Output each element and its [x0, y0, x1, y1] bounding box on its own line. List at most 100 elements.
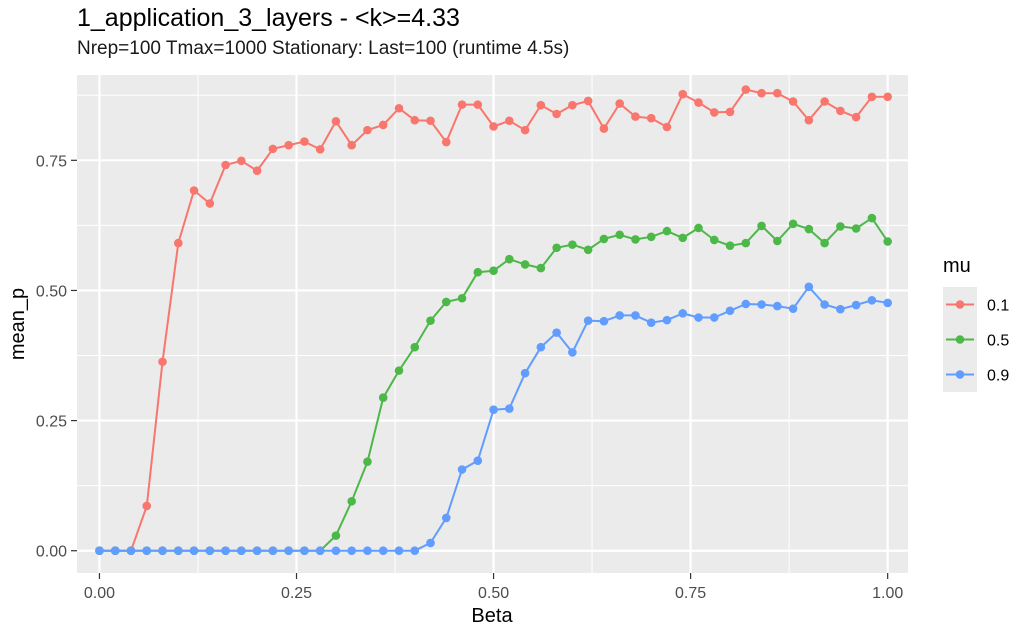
data-point-mu-0.9 — [268, 546, 278, 556]
data-point-mu-0.5 — [552, 243, 561, 253]
legend-key-point — [955, 335, 965, 344]
data-point-mu-0.9 — [804, 282, 814, 292]
data-point-mu-0.1 — [836, 106, 845, 116]
grid-major — [77, 75, 908, 573]
data-point-mu-0.5 — [741, 238, 751, 248]
x-tick-label: 0.50 — [478, 585, 509, 602]
data-point-mu-0.1 — [426, 116, 435, 126]
data-point-mu-0.5 — [331, 531, 341, 540]
data-point-mu-0.1 — [173, 238, 183, 248]
data-point-mu-0.5 — [867, 213, 877, 223]
x-tick-label: 0.25 — [281, 585, 312, 602]
chart-title: 1_application_3_layers - <k>=4.33 — [77, 4, 460, 32]
data-point-mu-0.1 — [378, 120, 388, 130]
data-point-mu-0.1 — [363, 125, 372, 135]
y-tick-label: 0.00 — [36, 544, 67, 561]
data-point-mu-0.9 — [568, 348, 577, 357]
data-point-mu-0.1 — [851, 112, 861, 122]
data-point-mu-0.1 — [694, 98, 703, 107]
data-point-mu-0.5 — [441, 297, 451, 307]
data-point-mu-0.1 — [221, 160, 230, 170]
y-tick-label: 0.50 — [36, 283, 67, 300]
data-point-mu-0.9 — [300, 546, 309, 556]
data-point-mu-0.9 — [237, 546, 246, 556]
legend-label-mu-0.5: 0.5 — [987, 333, 1009, 350]
data-point-mu-0.1 — [410, 115, 420, 125]
legend: mu 0.1 0.5 0.9 — [943, 255, 1009, 392]
data-point-mu-0.9 — [473, 456, 483, 465]
x-tick-label: 0.00 — [84, 585, 115, 602]
data-point-mu-0.9 — [252, 546, 262, 556]
data-point-mu-0.9 — [836, 304, 845, 314]
data-point-mu-0.9 — [536, 342, 546, 352]
data-point-mu-0.9 — [678, 309, 688, 318]
data-point-mu-0.9 — [363, 546, 372, 556]
data-point-mu-0.9 — [158, 546, 167, 556]
data-point-mu-0.1 — [142, 501, 152, 511]
series-points — [95, 85, 892, 556]
data-point-mu-0.1 — [489, 122, 498, 131]
data-point-mu-0.5 — [363, 457, 372, 467]
data-point-mu-0.9 — [315, 546, 325, 556]
data-point-mu-0.5 — [709, 235, 719, 245]
data-point-mu-0.9 — [505, 404, 514, 413]
data-point-mu-0.5 — [426, 316, 435, 325]
data-point-mu-0.1 — [394, 103, 404, 113]
data-point-mu-0.1 — [441, 137, 451, 147]
data-point-mu-0.5 — [773, 236, 782, 246]
x-tick-label: 1.00 — [872, 585, 903, 602]
data-point-mu-0.1 — [252, 166, 262, 176]
x-axis-label: Beta — [471, 605, 513, 627]
data-point-mu-0.9 — [694, 313, 703, 322]
data-point-mu-0.5 — [615, 230, 624, 240]
data-point-mu-0.1 — [315, 145, 325, 154]
data-point-mu-0.5 — [568, 240, 577, 249]
data-point-mu-0.1 — [615, 99, 624, 108]
data-point-mu-0.5 — [378, 393, 388, 402]
data-point-mu-0.5 — [489, 266, 498, 275]
data-point-mu-0.9 — [615, 311, 624, 320]
data-point-mu-0.9 — [189, 546, 199, 556]
data-point-mu-0.9 — [709, 313, 719, 322]
data-point-mu-0.5 — [851, 224, 861, 233]
data-point-mu-0.9 — [552, 328, 561, 337]
data-point-mu-0.5 — [694, 223, 703, 233]
data-point-mu-0.1 — [568, 100, 577, 110]
data-point-mu-0.1 — [757, 88, 766, 98]
data-point-mu-0.1 — [646, 113, 656, 123]
data-point-mu-0.1 — [473, 100, 483, 109]
y-tick-label: 0.25 — [36, 414, 67, 431]
data-point-mu-0.9 — [631, 311, 640, 320]
data-point-mu-0.1 — [520, 125, 530, 135]
data-point-mu-0.9 — [331, 546, 341, 556]
data-point-mu-0.9 — [110, 546, 120, 556]
data-point-mu-0.1 — [725, 107, 735, 117]
data-point-mu-0.9 — [662, 315, 672, 325]
chart-subtitle: Nrep=100 Tmax=1000 Stationary: Last=100 … — [77, 38, 570, 59]
data-point-mu-0.9 — [583, 316, 593, 325]
data-point-mu-0.9 — [489, 405, 498, 414]
data-point-mu-0.1 — [158, 357, 167, 367]
data-point-mu-0.5 — [820, 238, 829, 248]
data-point-mu-0.1 — [867, 92, 877, 102]
data-point-mu-0.1 — [788, 97, 798, 106]
data-point-mu-0.9 — [725, 306, 735, 316]
data-point-mu-0.5 — [725, 241, 735, 250]
data-point-mu-0.1 — [536, 100, 546, 110]
axis-tick-labels: 0.00 0.25 0.50 0.75 1.00 0.00 0.25 0.50 0.75 — [36, 153, 903, 602]
data-point-mu-0.1 — [820, 97, 829, 106]
data-point-mu-0.9 — [410, 546, 420, 556]
data-point-mu-0.5 — [788, 219, 798, 229]
data-point-mu-0.1 — [631, 112, 640, 121]
data-point-mu-0.5 — [631, 235, 640, 244]
data-point-mu-0.9 — [599, 316, 609, 326]
data-point-mu-0.9 — [394, 546, 404, 556]
data-point-mu-0.9 — [851, 300, 861, 310]
data-point-mu-0.1 — [205, 199, 215, 208]
data-point-mu-0.1 — [189, 186, 199, 195]
data-point-mu-0.1 — [883, 92, 892, 102]
data-point-mu-0.1 — [552, 109, 561, 119]
data-point-mu-0.9 — [741, 299, 751, 309]
data-point-mu-0.5 — [646, 232, 656, 242]
